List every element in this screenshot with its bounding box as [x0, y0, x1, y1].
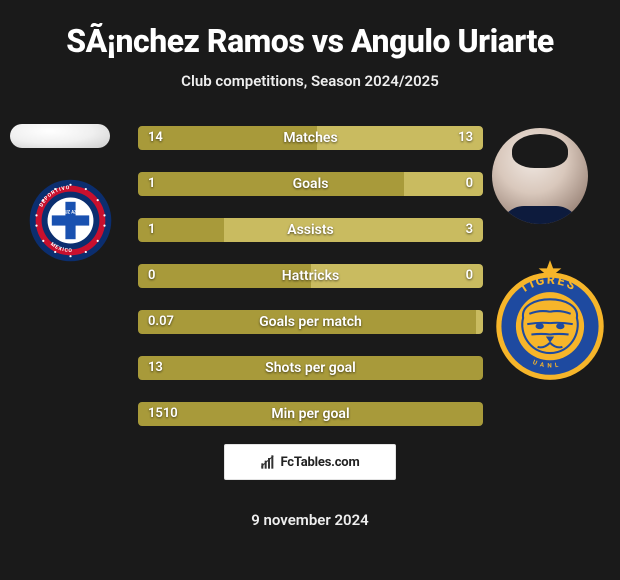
stats-bars: Matches1413Goals10Assists13Hattricks00Go…	[138, 126, 483, 448]
stat-value-right: 0	[466, 264, 473, 288]
stat-label: Assists	[138, 218, 483, 242]
stat-label: Hattricks	[138, 264, 483, 288]
stat-row: Min per goal1510	[138, 402, 483, 426]
page-title: SÃ¡nchez Ramos vs Angulo Uriarte	[0, 22, 620, 60]
watermark: FcTables.com	[224, 444, 396, 480]
stat-value-left: 14	[148, 126, 163, 150]
watermark-text: FcTables.com	[280, 455, 359, 470]
stat-value-left: 1	[148, 172, 155, 196]
player-left-avatar	[10, 124, 110, 148]
subtitle: Club competitions, Season 2024/2025	[0, 72, 620, 90]
stat-row: Matches14 13	[138, 126, 483, 150]
stat-row: Goals1 0	[138, 172, 483, 196]
stat-row: Hattricks0 0	[138, 264, 483, 288]
svg-text:CRUZ AZUL: CRUZ AZUL	[59, 211, 82, 216]
stat-value-left: 0.07	[148, 310, 174, 334]
club-right-badge: TIGRES U A N L	[488, 258, 612, 382]
stat-row: Goals per match0.07	[138, 310, 483, 334]
stat-row: Assists1 3	[138, 218, 483, 242]
stat-value-right: 3	[466, 218, 473, 242]
stat-value-left: 13	[148, 356, 163, 380]
stat-label: Matches	[138, 126, 483, 150]
stat-value-left: 0	[148, 264, 155, 288]
stat-label: Shots per goal	[138, 356, 483, 380]
club-left-badge: DEPORTIVO MEXICO CRUZ AZUL	[28, 178, 113, 263]
player-right-avatar	[492, 128, 588, 224]
stat-row: Shots per goal13	[138, 356, 483, 380]
stat-label: Goals	[138, 172, 483, 196]
stat-label: Goals per match	[138, 310, 483, 334]
date-text: 9 november 2024	[0, 511, 620, 529]
stat-label: Min per goal	[138, 402, 483, 426]
stat-value-left: 1	[148, 218, 155, 242]
stat-value-left: 1510	[148, 402, 178, 426]
chart-bars-icon	[260, 454, 276, 470]
stat-value-right: 13	[458, 126, 473, 150]
stat-value-right: 0	[466, 172, 473, 196]
